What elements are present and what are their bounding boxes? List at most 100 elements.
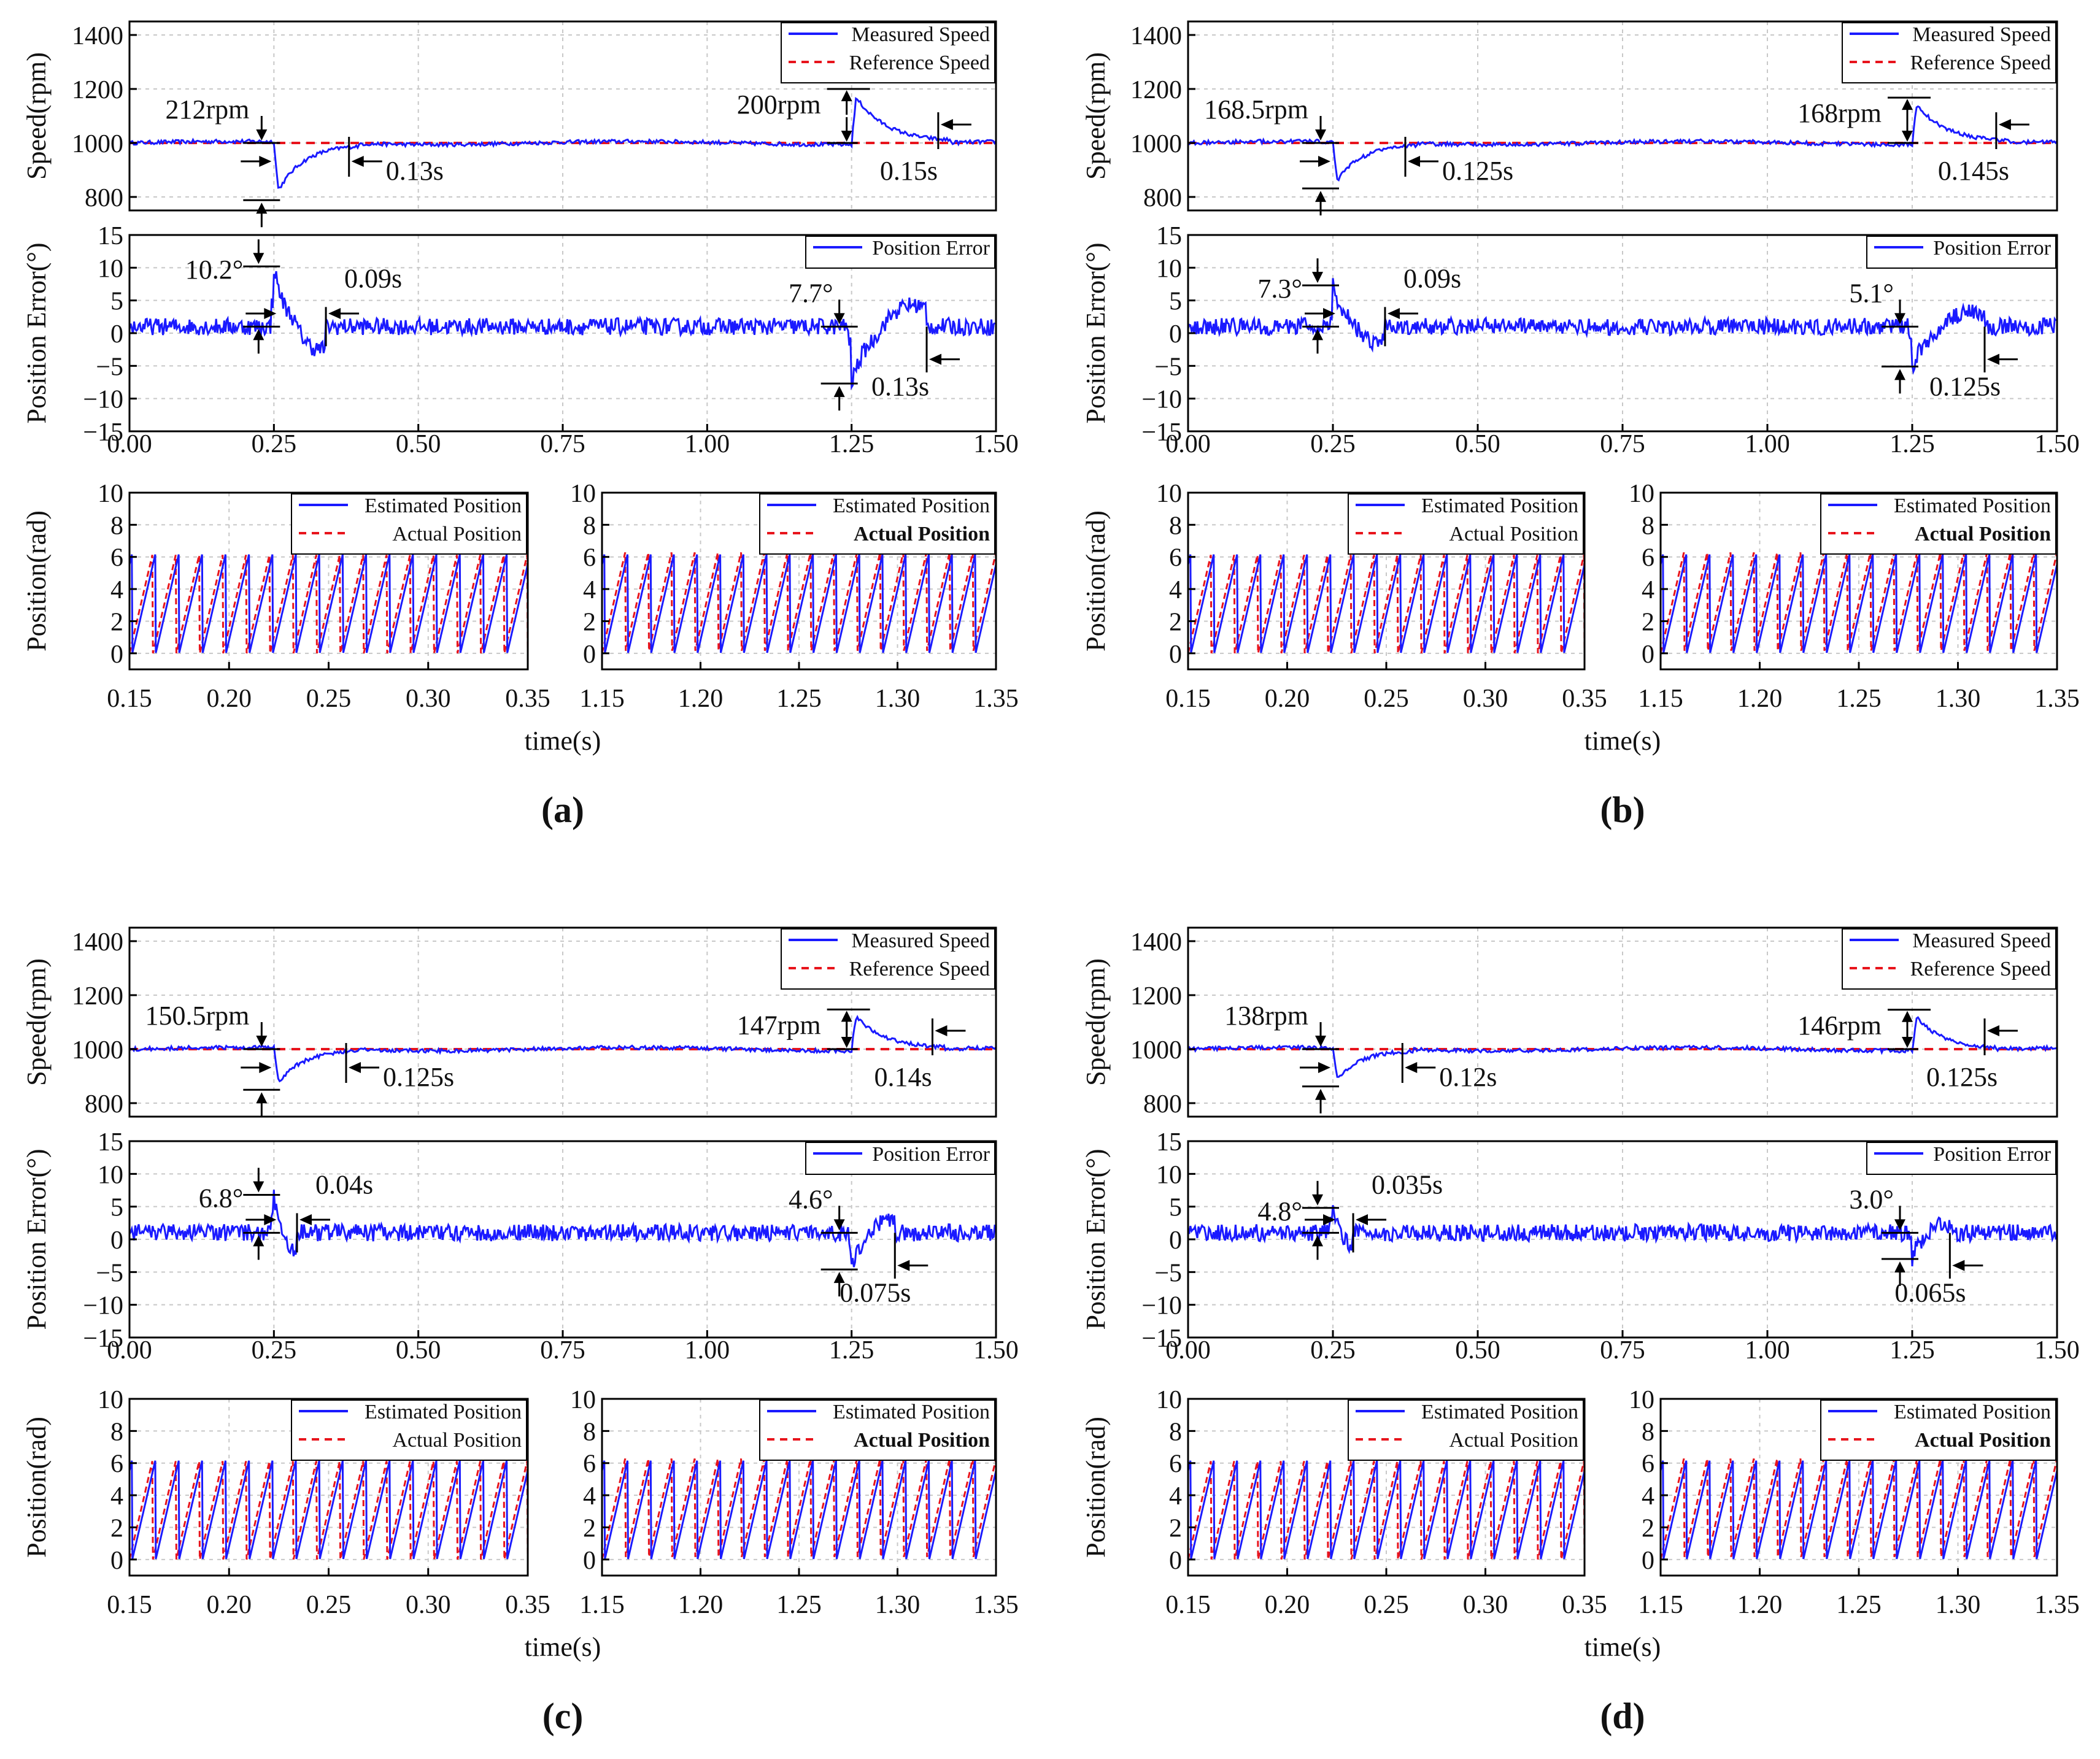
y-tick-label: 15 [1156, 222, 1182, 250]
arrowhead-icon [1894, 1219, 1905, 1231]
y-tick-label: −15 [83, 1325, 123, 1353]
y-tick-label: 5 [1169, 288, 1182, 316]
speed-axes-frame [1187, 20, 2058, 212]
x-tick-label: 0.75 [1600, 430, 1645, 458]
error-peak-label: 7.3° [1257, 274, 1302, 304]
arrowhead-icon [897, 1260, 910, 1271]
error-dip-time-label: 0.075s [840, 1277, 911, 1307]
arrowhead-icon [256, 129, 268, 140]
x-tick-label: 1.20 [1737, 1591, 1783, 1619]
panel-label: (c) [542, 1696, 584, 1736]
speed-subplot: 800 1000 1200 1400 Speed(rpm) Measured Speed R… [1081, 926, 2058, 1118]
y-tick-label: 800 [85, 1090, 123, 1118]
legend-label: Actual Position [1915, 1429, 2051, 1452]
y-tick-label: 6 [583, 1450, 596, 1479]
x-tick-label: 0.35 [505, 1591, 550, 1619]
error-dip-time-label: 0.125s [1929, 371, 2001, 401]
speed-subplot: 800 1000 1200 1400 Speed(rpm) Measured Speed R… [21, 20, 997, 228]
y-tick-label: 6 [110, 1450, 123, 1479]
y-axis-label: Speed(rpm) [1081, 958, 1111, 1086]
x-tick-label: 1.15 [579, 685, 625, 713]
legend-label: Position Error [872, 237, 990, 260]
arrowhead-icon [253, 329, 264, 341]
arrowhead-icon [833, 313, 845, 325]
error-dip-label: 3.0° [1849, 1184, 1894, 1214]
arrowhead-icon [328, 308, 341, 319]
speed-dip-time-label: 0.125s [1442, 156, 1513, 186]
y-tick-label: 6 [1169, 1450, 1182, 1479]
actual-position-line [601, 552, 997, 654]
y-tick-label: −5 [1154, 1259, 1182, 1287]
y-tick-label: 8 [1169, 1418, 1182, 1446]
arrowhead-icon [1902, 99, 1913, 110]
speed-dip-label: 212rpm [165, 94, 249, 125]
arrowhead-icon [841, 131, 852, 142]
x-tick-label: 0.30 [406, 1591, 451, 1619]
y-tick-label: 1000 [1130, 130, 1182, 158]
y-tick-label: 4 [1642, 576, 1654, 604]
y-axis-label: Position(rad) [1081, 510, 1111, 652]
y-tick-label: −10 [83, 386, 123, 414]
arrowhead-icon [1315, 129, 1326, 140]
y-tick-label: 0 [1642, 641, 1654, 669]
arrowhead-icon [264, 308, 277, 319]
y-tick-label: 10 [98, 255, 123, 283]
y-tick-label: 10 [98, 1161, 123, 1189]
legend-label: Measured Speed [851, 930, 990, 952]
y-tick-label: 2 [583, 1514, 596, 1542]
y-tick-label: 0 [1642, 1547, 1654, 1575]
arrowhead-icon [1998, 119, 2011, 130]
legend-label: Actual Position [1449, 523, 1578, 545]
y-tick-label: 800 [1143, 184, 1182, 212]
speed-overshoot-time-label: 0.15s [880, 156, 938, 186]
x-tick-label: 0.25 [252, 430, 297, 458]
legend-box [805, 1142, 995, 1175]
legend-box [1866, 236, 2056, 269]
x-axis-label: time(s) [525, 1632, 601, 1662]
arrowhead-icon [1902, 1010, 1913, 1022]
arrowhead-icon [264, 1214, 277, 1225]
speed-overshoot-time-label: 0.145s [1938, 156, 2009, 186]
y-tick-label: 8 [1169, 512, 1182, 540]
measured-speed-line [128, 1015, 997, 1083]
x-tick-label: 0.35 [1562, 685, 1607, 713]
position-subplot-1: 10 8 6 4 2 0 0.15 0.20 0.25 0.30 0.35 Estimated Pos… [98, 480, 550, 713]
arrowhead-icon [253, 253, 264, 264]
x-tick-label: 0.20 [207, 1591, 252, 1619]
legend-box [1866, 1142, 2056, 1175]
x-tick-label: 0.35 [505, 685, 550, 713]
error-peak-time-label: 0.04s [315, 1169, 373, 1199]
arrowhead-icon [256, 1036, 268, 1047]
actual-position-line [601, 1458, 997, 1560]
arrowhead-icon [349, 1062, 361, 1073]
estimated-position-line [1659, 554, 2058, 653]
y-axis-label: Position Error(°) [21, 1149, 52, 1330]
x-tick-label: 1.50 [2034, 1336, 2080, 1364]
estimated-position-line [1187, 554, 1586, 653]
speed-overshoot-label: 147rpm [737, 1010, 821, 1040]
x-tick-label: 1.50 [973, 1336, 1019, 1364]
estimated-position-line [1659, 1460, 2058, 1560]
arrowhead-icon [253, 1235, 264, 1247]
y-tick-label: 8 [1642, 512, 1654, 540]
y-tick-label: −10 [1141, 1292, 1182, 1320]
y-tick-label: 8 [1642, 1418, 1654, 1446]
x-tick-label: 1.35 [973, 685, 1019, 713]
arrowhead-icon [259, 156, 272, 167]
arrowhead-icon [256, 1092, 268, 1104]
y-axis-label: Position Error(°) [1081, 1149, 1111, 1330]
arrowhead-icon [1408, 156, 1420, 167]
y-tick-label: 10 [570, 1386, 596, 1414]
x-tick-label: 1.25 [1890, 1336, 1935, 1364]
actual-position-line [1187, 555, 1586, 654]
x-tick-label: 0.25 [252, 1336, 297, 1364]
y-axis-label: Position Error(°) [1081, 242, 1111, 423]
y-tick-label: 0 [583, 641, 596, 669]
y-tick-label: −5 [96, 353, 123, 381]
y-tick-label: 10 [1156, 480, 1182, 508]
y-tick-label: 15 [98, 222, 123, 250]
x-tick-label: 1.00 [1745, 430, 1790, 458]
x-tick-label: 1.25 [776, 1591, 822, 1619]
x-tick-label: 0.75 [1600, 1336, 1645, 1364]
